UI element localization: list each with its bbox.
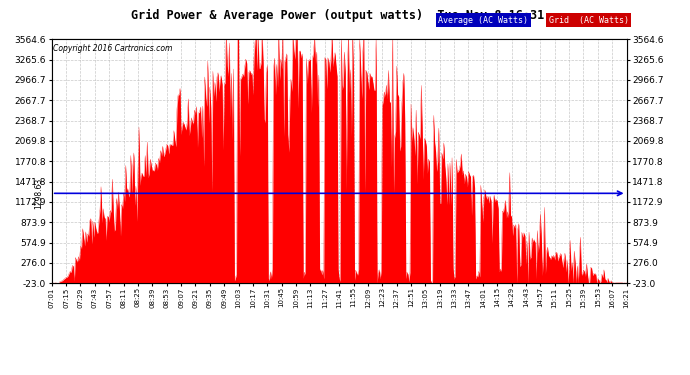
- Text: Grid  (AC Watts): Grid (AC Watts): [549, 16, 629, 25]
- Text: Average (AC Watts): Average (AC Watts): [438, 16, 528, 25]
- Text: 1298.63: 1298.63: [52, 178, 61, 209]
- Text: Copyright 2016 Cartronics.com: Copyright 2016 Cartronics.com: [53, 44, 172, 53]
- Text: 1298.63: 1298.63: [34, 178, 43, 209]
- Text: Grid Power & Average Power (output watts)  Tue Nov 8 16:31: Grid Power & Average Power (output watts…: [132, 9, 544, 22]
